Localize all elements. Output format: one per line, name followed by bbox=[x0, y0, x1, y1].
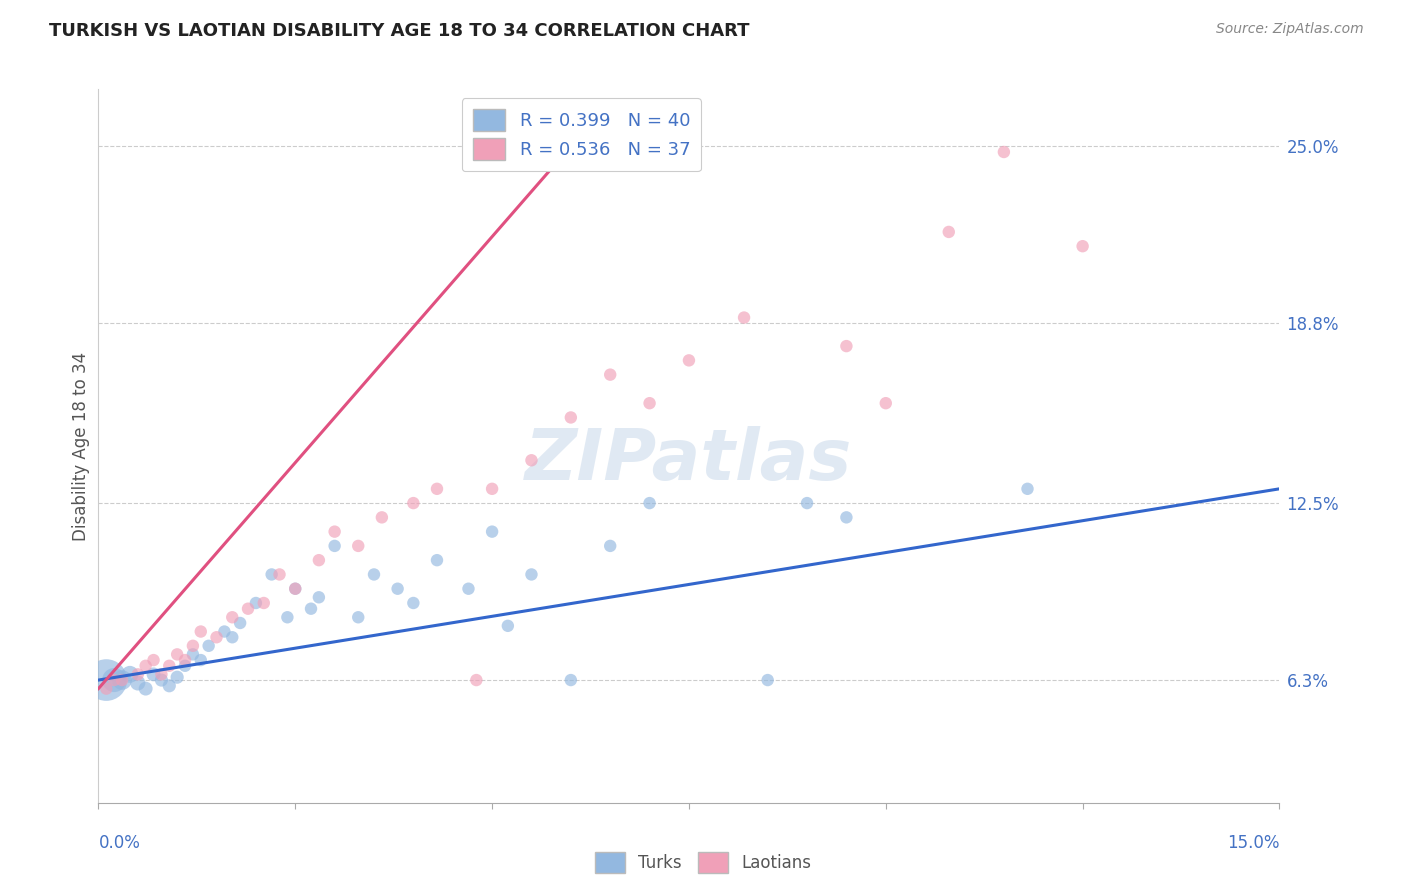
Point bbox=[127, 667, 149, 681]
Text: TURKISH VS LAOTIAN DISABILITY AGE 18 TO 34 CORRELATION CHART: TURKISH VS LAOTIAN DISABILITY AGE 18 TO … bbox=[49, 22, 749, 40]
Point bbox=[181, 639, 204, 653]
Point bbox=[875, 396, 897, 410]
Point bbox=[269, 567, 291, 582]
Point bbox=[166, 670, 188, 684]
Point bbox=[150, 667, 173, 681]
Point bbox=[214, 624, 236, 639]
Point bbox=[190, 653, 212, 667]
Point bbox=[481, 524, 503, 539]
Legend: R = 0.399   N = 40, R = 0.536   N = 37: R = 0.399 N = 40, R = 0.536 N = 37 bbox=[461, 98, 702, 171]
Point bbox=[638, 496, 661, 510]
Point bbox=[638, 396, 661, 410]
Legend: Turks, Laotians: Turks, Laotians bbox=[588, 846, 818, 880]
Point bbox=[190, 624, 212, 639]
Text: Source: ZipAtlas.com: Source: ZipAtlas.com bbox=[1216, 22, 1364, 37]
Point bbox=[993, 145, 1015, 159]
Point bbox=[520, 453, 543, 467]
Point bbox=[181, 648, 204, 662]
Point bbox=[96, 681, 118, 696]
Point bbox=[197, 639, 219, 653]
Y-axis label: Disability Age 18 to 34: Disability Age 18 to 34 bbox=[72, 351, 90, 541]
Point bbox=[276, 610, 298, 624]
Point bbox=[236, 601, 259, 615]
Point bbox=[142, 653, 165, 667]
Point bbox=[323, 524, 346, 539]
Point bbox=[481, 482, 503, 496]
Point bbox=[157, 658, 180, 673]
Point bbox=[135, 658, 157, 673]
Point bbox=[938, 225, 960, 239]
Point bbox=[150, 673, 173, 687]
Point bbox=[496, 619, 519, 633]
Point bbox=[796, 496, 818, 510]
Point bbox=[111, 673, 134, 687]
Point bbox=[835, 339, 858, 353]
Point bbox=[560, 410, 582, 425]
Point bbox=[1017, 482, 1039, 496]
Point bbox=[135, 681, 157, 696]
Text: ZIPatlas: ZIPatlas bbox=[526, 425, 852, 495]
Point bbox=[520, 567, 543, 582]
Point bbox=[229, 615, 252, 630]
Point bbox=[111, 673, 134, 687]
Point bbox=[323, 539, 346, 553]
Point bbox=[1071, 239, 1094, 253]
Point bbox=[599, 539, 621, 553]
Point bbox=[347, 539, 370, 553]
Point bbox=[245, 596, 267, 610]
Point bbox=[205, 630, 228, 644]
Point bbox=[253, 596, 276, 610]
Point bbox=[96, 673, 118, 687]
Point bbox=[387, 582, 409, 596]
Point bbox=[174, 653, 197, 667]
Point bbox=[756, 673, 779, 687]
Point bbox=[402, 496, 425, 510]
Point bbox=[835, 510, 858, 524]
Point bbox=[426, 482, 449, 496]
Point bbox=[127, 676, 149, 690]
Point bbox=[221, 610, 243, 624]
Point bbox=[308, 553, 330, 567]
Point bbox=[118, 667, 141, 681]
Point bbox=[457, 582, 479, 596]
Point bbox=[103, 673, 125, 687]
Text: 15.0%: 15.0% bbox=[1227, 834, 1279, 852]
Point bbox=[166, 648, 188, 662]
Point bbox=[560, 673, 582, 687]
Point bbox=[299, 601, 322, 615]
Point bbox=[221, 630, 243, 644]
Point bbox=[260, 567, 283, 582]
Point bbox=[371, 510, 394, 524]
Text: 0.0%: 0.0% bbox=[98, 834, 141, 852]
Point bbox=[284, 582, 307, 596]
Point bbox=[678, 353, 700, 368]
Point bbox=[733, 310, 755, 325]
Point bbox=[284, 582, 307, 596]
Point bbox=[174, 658, 197, 673]
Point bbox=[465, 673, 488, 687]
Point bbox=[308, 591, 330, 605]
Point bbox=[402, 596, 425, 610]
Point bbox=[103, 673, 125, 687]
Point bbox=[426, 553, 449, 567]
Point bbox=[157, 679, 180, 693]
Point bbox=[363, 567, 385, 582]
Point bbox=[142, 667, 165, 681]
Point bbox=[347, 610, 370, 624]
Point bbox=[599, 368, 621, 382]
